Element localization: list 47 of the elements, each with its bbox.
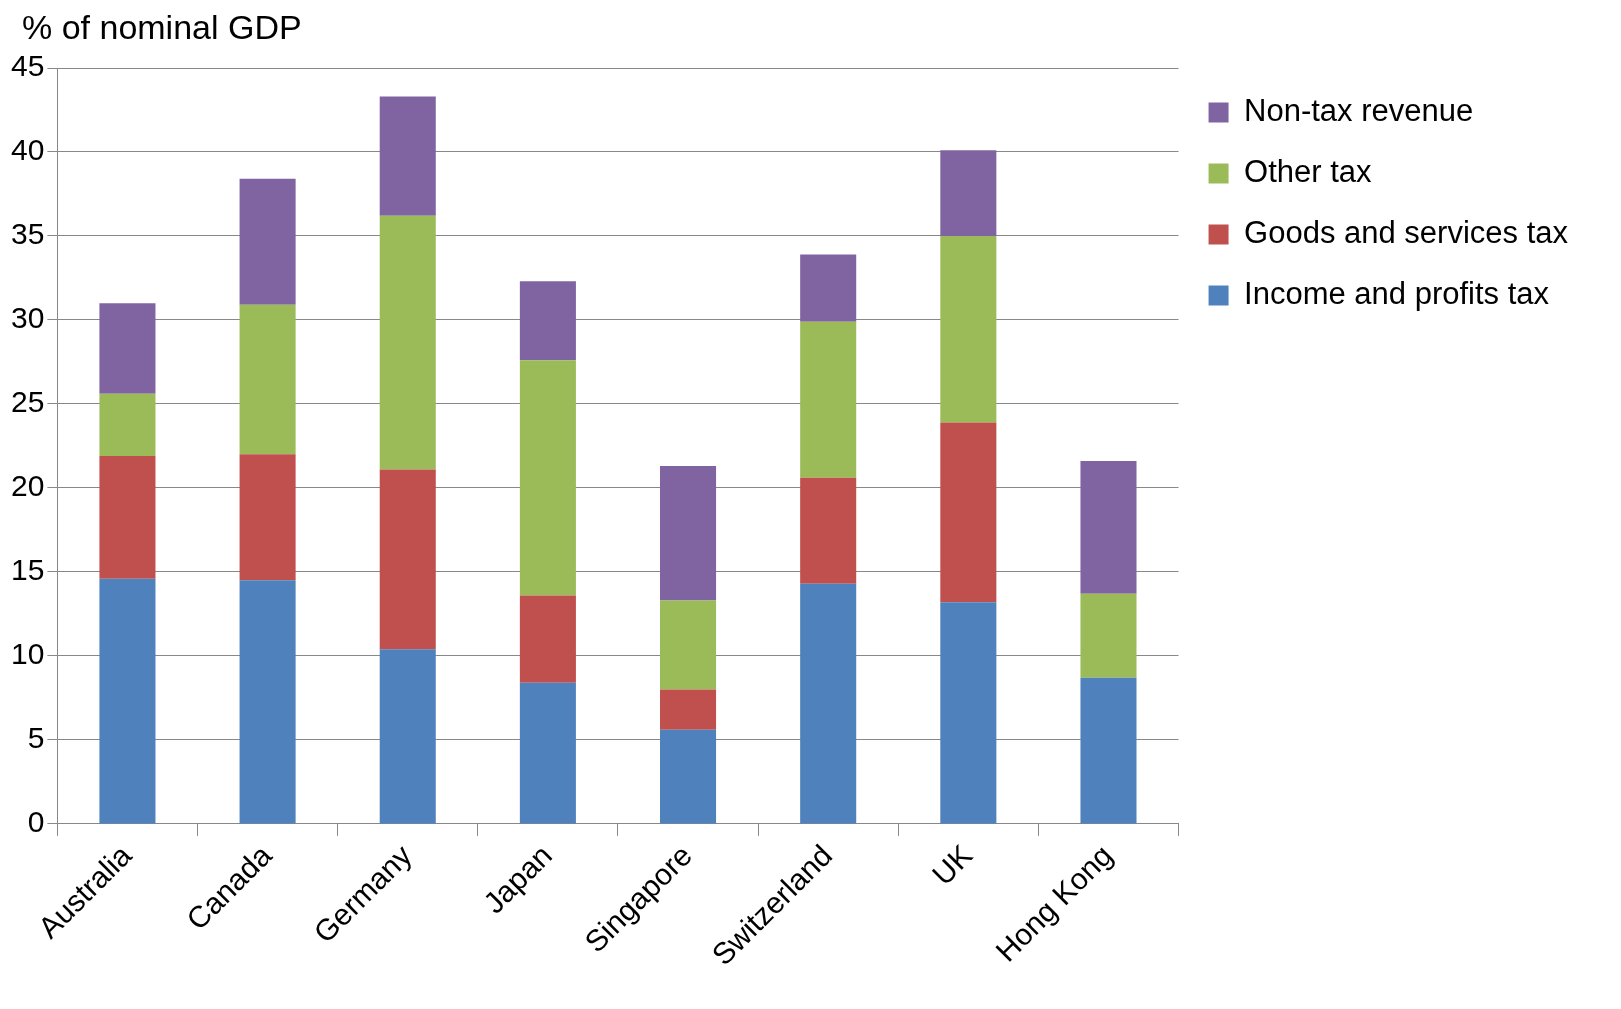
y-tick-label: 10: [10, 637, 45, 671]
legend-label: Income and profits tax: [1244, 276, 1550, 312]
bar: [519, 595, 576, 683]
y-tick-label: 5: [27, 721, 45, 755]
bar: [519, 682, 576, 824]
bar: [99, 578, 156, 824]
bar: [239, 580, 296, 824]
bar: [800, 254, 857, 322]
bar: [800, 583, 857, 824]
y-tick-label: 40: [10, 133, 45, 167]
bar: [379, 215, 436, 470]
bar: [239, 304, 296, 455]
bar: [800, 321, 857, 478]
y-tick-label: 35: [10, 217, 45, 251]
y-tick-label: 45: [10, 49, 45, 83]
legend-label: Non-tax revenue: [1244, 93, 1474, 129]
bar: [239, 178, 296, 305]
legend-label: Other tax: [1244, 154, 1373, 190]
bar: [940, 422, 997, 603]
bar: [99, 303, 156, 394]
y-tick-label: 0: [27, 805, 45, 839]
y-axis-title: % of nominal GDP: [22, 8, 303, 47]
bar: [660, 689, 717, 730]
bar: [940, 602, 997, 824]
bar: [1080, 677, 1137, 824]
bar: [940, 235, 997, 423]
bar: [379, 96, 436, 216]
bar: [660, 729, 717, 824]
bar: [519, 281, 576, 361]
bar: [239, 454, 296, 581]
legend-label: Goods and services tax: [1244, 215, 1569, 251]
y-tick-label: 20: [10, 469, 45, 503]
bar: [940, 150, 997, 236]
bar: [1080, 461, 1137, 594]
y-tick-label: 25: [10, 385, 45, 419]
bar: [1080, 593, 1137, 678]
y-tick-label: 30: [10, 301, 45, 335]
bar: [660, 600, 717, 690]
y-tick-label: 15: [10, 553, 45, 587]
bar: [379, 469, 436, 650]
bar: [99, 393, 156, 457]
bar: [379, 649, 436, 824]
bar: [519, 360, 576, 596]
x-tick-label: UK: [925, 838, 979, 892]
bar: [99, 456, 156, 579]
bar: [660, 466, 717, 601]
bar: [800, 477, 857, 584]
